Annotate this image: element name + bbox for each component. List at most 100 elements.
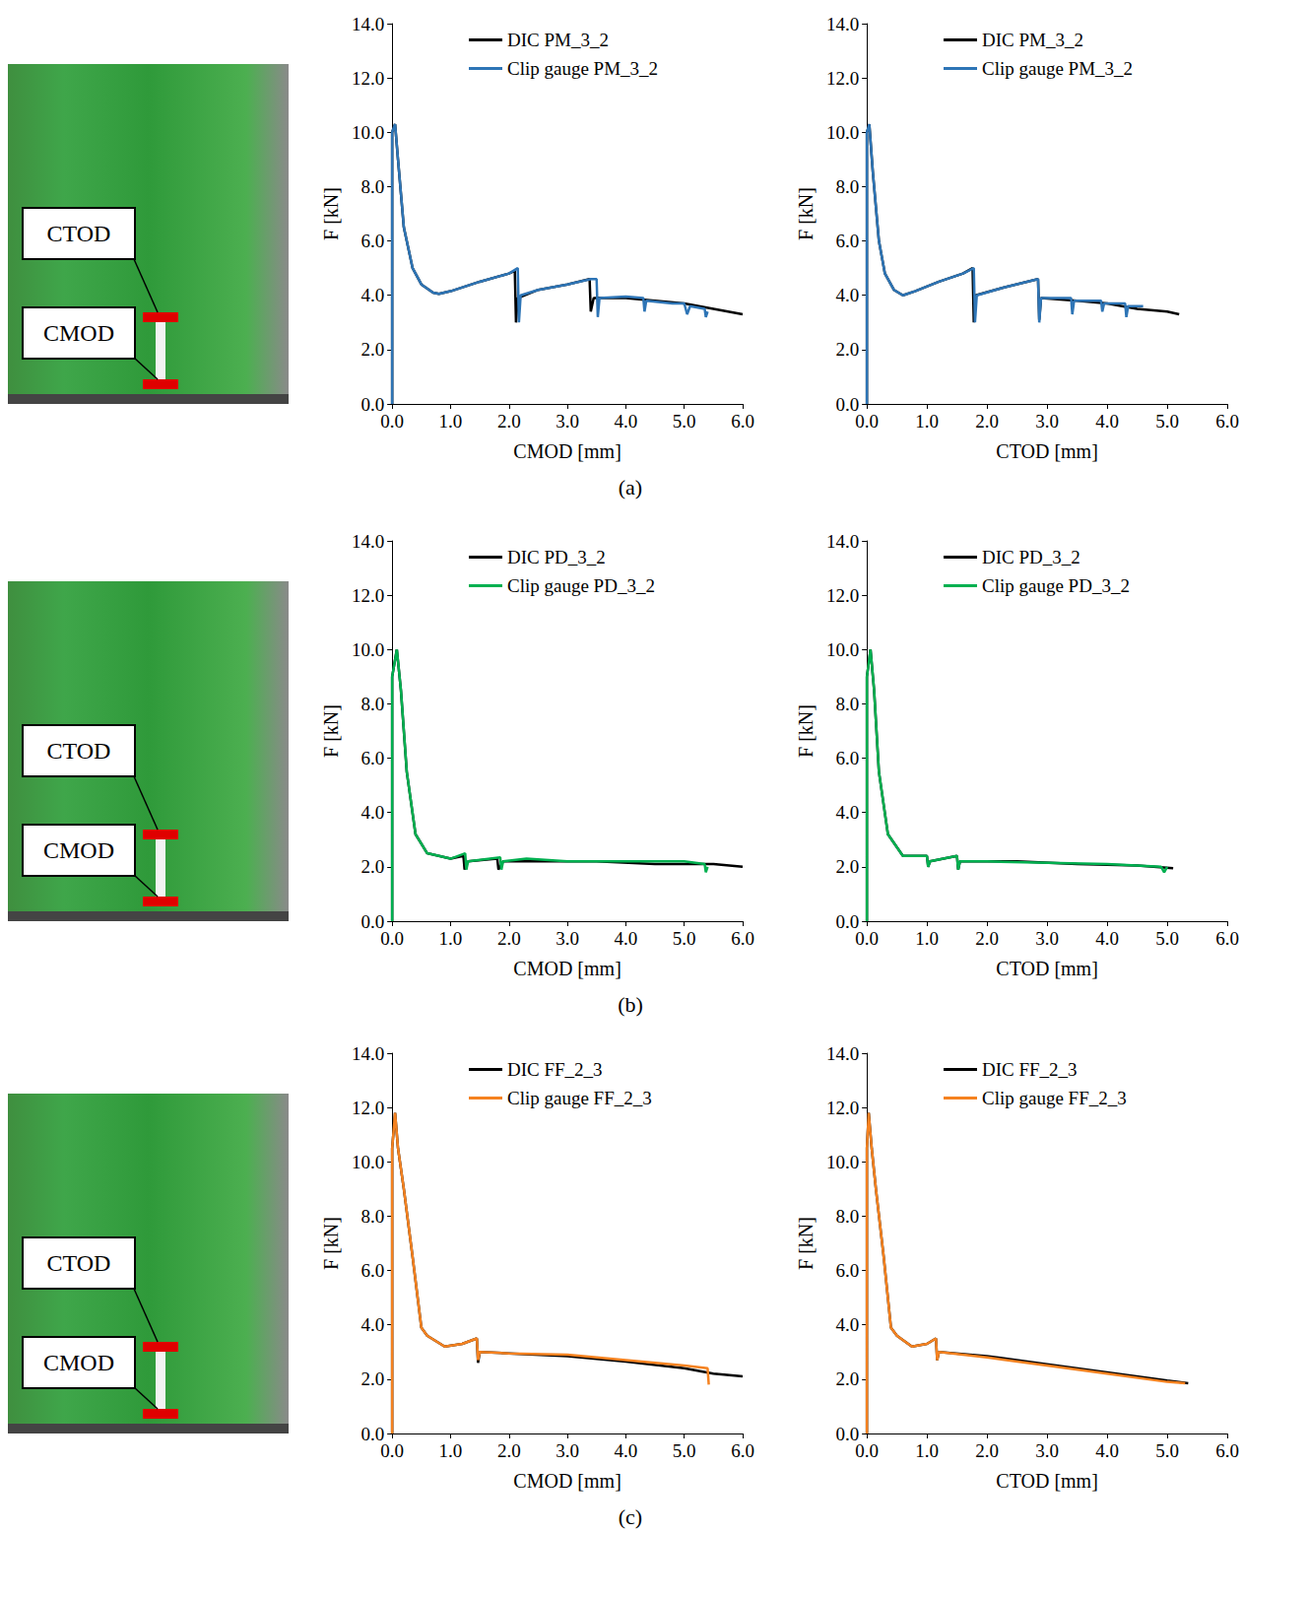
- svg-text:CTOD [mm]: CTOD [mm]: [995, 440, 1099, 462]
- svg-text:3.0: 3.0: [1035, 1439, 1059, 1461]
- svg-text:CMOD [mm]: CMOD [mm]: [513, 440, 621, 462]
- svg-text:DIC PM_3_2: DIC PM_3_2: [981, 29, 1084, 51]
- svg-text:6.0: 6.0: [360, 747, 385, 769]
- svg-text:2.0: 2.0: [360, 338, 385, 360]
- svg-text:0.0: 0.0: [854, 927, 879, 949]
- svg-text:4.0: 4.0: [614, 1439, 639, 1461]
- svg-text:4.0: 4.0: [360, 1313, 385, 1335]
- svg-text:8.0: 8.0: [835, 693, 859, 715]
- svg-text:14.0: 14.0: [351, 13, 385, 35]
- svg-text:8.0: 8.0: [360, 693, 385, 715]
- svg-text:10.0: 10.0: [826, 1151, 859, 1173]
- svg-text:6.0: 6.0: [730, 927, 755, 949]
- svg-text:12.0: 12.0: [351, 585, 385, 606]
- svg-text:DIC PM_3_2: DIC PM_3_2: [507, 29, 609, 51]
- svg-text:4.0: 4.0: [360, 801, 385, 823]
- svg-text:4.0: 4.0: [1095, 410, 1119, 432]
- svg-text:5.0: 5.0: [1155, 1439, 1179, 1461]
- svg-text:0.0: 0.0: [380, 410, 404, 432]
- svg-text:8.0: 8.0: [835, 176, 859, 197]
- svg-text:5.0: 5.0: [672, 1439, 697, 1461]
- svg-text:3.0: 3.0: [1035, 410, 1059, 432]
- svg-text:Clip gauge FF_2_3: Clip gauge FF_2_3: [507, 1087, 653, 1109]
- svg-text:14.0: 14.0: [826, 530, 859, 552]
- svg-text:DIC FF_2_3: DIC FF_2_3: [981, 1058, 1078, 1080]
- svg-text:6.0: 6.0: [835, 1259, 859, 1281]
- svg-text:1.0: 1.0: [915, 927, 939, 949]
- svg-text:3.0: 3.0: [555, 1439, 580, 1461]
- svg-text:0.0: 0.0: [380, 1439, 404, 1461]
- svg-text:4.0: 4.0: [1095, 927, 1119, 949]
- svg-text:5.0: 5.0: [672, 927, 697, 949]
- svg-text:8.0: 8.0: [835, 1205, 859, 1227]
- svg-text:CMOD [mm]: CMOD [mm]: [513, 957, 621, 980]
- svg-text:F [kN]: F [kN]: [794, 187, 817, 241]
- svg-text:5.0: 5.0: [1155, 410, 1179, 432]
- svg-text:2.0: 2.0: [360, 1368, 385, 1389]
- svg-text:14.0: 14.0: [826, 13, 859, 35]
- svg-text:12.0: 12.0: [826, 67, 859, 89]
- svg-text:1.0: 1.0: [439, 410, 463, 432]
- svg-text:12.0: 12.0: [826, 1097, 859, 1118]
- svg-text:5.0: 5.0: [672, 410, 697, 432]
- svg-text:12.0: 12.0: [351, 67, 385, 89]
- svg-text:F [kN]: F [kN]: [794, 1216, 817, 1270]
- svg-text:3.0: 3.0: [555, 410, 580, 432]
- svg-text:1.0: 1.0: [439, 1439, 463, 1461]
- svg-text:F [kN]: F [kN]: [320, 704, 342, 758]
- svg-text:6.0: 6.0: [835, 747, 859, 769]
- svg-text:6.0: 6.0: [1215, 927, 1240, 949]
- svg-text:1.0: 1.0: [439, 927, 463, 949]
- svg-text:10.0: 10.0: [826, 639, 859, 660]
- svg-text:Clip gauge PD_3_2: Clip gauge PD_3_2: [981, 575, 1130, 596]
- svg-text:2.0: 2.0: [975, 410, 999, 432]
- svg-text:0.0: 0.0: [854, 1439, 879, 1461]
- svg-text:6.0: 6.0: [1215, 1439, 1240, 1461]
- svg-text:12.0: 12.0: [351, 1097, 385, 1118]
- svg-text:4.0: 4.0: [1095, 1439, 1119, 1461]
- svg-text:14.0: 14.0: [351, 530, 385, 552]
- svg-text:F [kN]: F [kN]: [320, 187, 342, 241]
- svg-text:DIC PD_3_2: DIC PD_3_2: [981, 546, 1081, 568]
- svg-text:2.0: 2.0: [835, 1368, 859, 1389]
- svg-text:F [kN]: F [kN]: [320, 1216, 342, 1270]
- svg-text:4.0: 4.0: [614, 927, 639, 949]
- svg-text:Clip gauge PD_3_2: Clip gauge PD_3_2: [507, 575, 655, 596]
- svg-text:2.0: 2.0: [497, 410, 522, 432]
- svg-text:0.0: 0.0: [380, 927, 404, 949]
- svg-text:CTOD [mm]: CTOD [mm]: [995, 1469, 1099, 1492]
- svg-text:1.0: 1.0: [915, 410, 939, 432]
- svg-text:6.0: 6.0: [360, 1259, 385, 1281]
- svg-text:Clip gauge FF_2_3: Clip gauge FF_2_3: [981, 1087, 1127, 1109]
- svg-text:2.0: 2.0: [975, 1439, 999, 1461]
- svg-text:6.0: 6.0: [730, 410, 755, 432]
- svg-text:6.0: 6.0: [1215, 410, 1240, 432]
- svg-text:6.0: 6.0: [360, 230, 385, 252]
- svg-text:4.0: 4.0: [835, 801, 859, 823]
- svg-text:2.0: 2.0: [360, 855, 385, 877]
- svg-text:4.0: 4.0: [835, 284, 859, 306]
- svg-text:2.0: 2.0: [975, 927, 999, 949]
- svg-text:10.0: 10.0: [351, 1151, 385, 1173]
- svg-text:8.0: 8.0: [360, 176, 385, 197]
- svg-text:14.0: 14.0: [351, 1043, 385, 1064]
- svg-text:Clip gauge PM_3_2: Clip gauge PM_3_2: [507, 58, 658, 79]
- svg-text:1.0: 1.0: [915, 1439, 939, 1461]
- svg-text:4.0: 4.0: [360, 284, 385, 306]
- svg-text:Clip gauge PM_3_2: Clip gauge PM_3_2: [981, 58, 1133, 79]
- svg-text:2.0: 2.0: [497, 1439, 522, 1461]
- svg-text:2.0: 2.0: [835, 855, 859, 877]
- svg-text:12.0: 12.0: [826, 585, 859, 606]
- svg-text:10.0: 10.0: [826, 122, 859, 143]
- svg-text:DIC FF_2_3: DIC FF_2_3: [507, 1058, 603, 1080]
- svg-text:5.0: 5.0: [1155, 927, 1179, 949]
- svg-text:0.0: 0.0: [854, 410, 879, 432]
- svg-text:14.0: 14.0: [826, 1043, 859, 1064]
- svg-text:10.0: 10.0: [351, 639, 385, 660]
- svg-text:2.0: 2.0: [497, 927, 522, 949]
- svg-text:2.0: 2.0: [835, 338, 859, 360]
- svg-text:CMOD [mm]: CMOD [mm]: [513, 1469, 621, 1492]
- svg-text:6.0: 6.0: [835, 230, 859, 252]
- svg-text:3.0: 3.0: [1035, 927, 1059, 949]
- svg-text:3.0: 3.0: [555, 927, 580, 949]
